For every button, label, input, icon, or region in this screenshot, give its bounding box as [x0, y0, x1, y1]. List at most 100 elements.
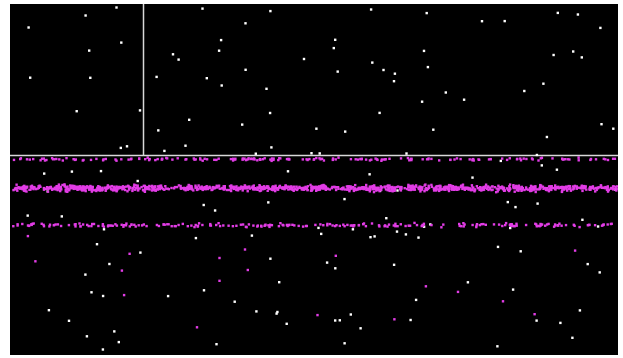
magenta-particle	[122, 188, 124, 190]
magenta-particle	[442, 223, 444, 225]
magenta-particle	[325, 188, 327, 190]
white-particle	[265, 88, 267, 90]
magenta-particle	[472, 186, 474, 188]
white-particle	[267, 201, 269, 203]
white-particle	[432, 129, 434, 131]
magenta-particle	[263, 185, 265, 187]
magenta-particle	[384, 225, 386, 227]
white-particle	[269, 258, 271, 260]
magenta-particle	[337, 188, 339, 190]
magenta-particle	[504, 189, 506, 191]
magenta-particle	[138, 224, 140, 226]
magenta-particle	[212, 186, 214, 188]
white-particle	[326, 261, 328, 263]
magenta-particle	[287, 224, 289, 226]
magenta-particle	[218, 280, 220, 282]
white-particle	[481, 20, 483, 22]
magenta-particle	[365, 225, 367, 227]
white-particle	[244, 22, 246, 24]
magenta-particle	[32, 223, 34, 225]
magenta-particle	[346, 224, 348, 226]
magenta-particle	[83, 189, 85, 191]
magenta-particle	[287, 158, 289, 160]
magenta-particle	[202, 160, 204, 162]
magenta-particle	[174, 186, 176, 188]
magenta-particle	[578, 226, 580, 228]
magenta-particle	[130, 158, 132, 160]
magenta-particle	[293, 190, 295, 192]
magenta-particle	[154, 159, 156, 161]
white-particle	[514, 206, 516, 208]
magenta-particle	[289, 188, 291, 190]
magenta-particle	[112, 225, 114, 227]
magenta-particle	[79, 225, 81, 227]
magenta-particle	[37, 185, 39, 187]
magenta-particle	[101, 187, 103, 189]
magenta-particle	[208, 186, 210, 188]
magenta-particle	[475, 225, 477, 227]
magenta-particle	[347, 185, 349, 187]
magenta-particle	[34, 260, 36, 262]
magenta-particle	[196, 326, 198, 328]
white-particle	[206, 77, 208, 79]
magenta-particle	[78, 222, 80, 224]
magenta-particle	[557, 224, 559, 226]
magenta-particle	[74, 159, 76, 161]
white-particle	[577, 13, 579, 15]
magenta-particle	[360, 187, 362, 189]
magenta-particle	[232, 159, 234, 161]
magenta-particle	[49, 224, 51, 226]
magenta-particle	[565, 224, 567, 226]
magenta-particle	[506, 159, 508, 161]
white-particle	[203, 204, 205, 206]
white-particle	[542, 83, 544, 85]
white-particle	[333, 47, 335, 49]
magenta-particle	[166, 223, 168, 225]
magenta-particle	[113, 189, 115, 191]
magenta-particle	[218, 158, 220, 160]
magenta-particle	[114, 223, 116, 225]
magenta-particle	[423, 223, 425, 225]
magenta-particle	[296, 189, 298, 191]
magenta-particle	[223, 188, 225, 190]
magenta-particle	[479, 186, 481, 188]
magenta-particle	[86, 224, 88, 226]
white-particle	[172, 53, 174, 55]
white-particle	[368, 173, 370, 175]
magenta-particle	[287, 185, 289, 187]
magenta-particle	[323, 187, 325, 189]
magenta-particle	[469, 158, 471, 160]
magenta-particle	[346, 188, 348, 190]
magenta-particle	[592, 185, 594, 187]
magenta-particle	[128, 253, 130, 255]
magenta-particle	[68, 224, 70, 226]
magenta-particle	[502, 187, 504, 189]
white-particle	[120, 41, 122, 43]
magenta-particle	[455, 186, 457, 188]
white-particle	[415, 299, 417, 301]
white-particle	[188, 119, 190, 121]
magenta-particle	[380, 160, 382, 162]
magenta-particle	[335, 186, 337, 188]
magenta-particle	[355, 158, 357, 160]
magenta-particle	[20, 186, 22, 188]
white-particle	[88, 49, 90, 51]
magenta-particle	[205, 186, 207, 188]
white-particle	[319, 152, 321, 154]
magenta-particle	[538, 225, 540, 227]
magenta-particle	[315, 157, 317, 159]
white-particle	[139, 251, 141, 253]
magenta-particle	[532, 186, 534, 188]
magenta-particle	[199, 158, 201, 160]
magenta-particle	[123, 224, 125, 226]
magenta-particle	[115, 185, 117, 187]
magenta-particle	[228, 189, 230, 191]
white-particle	[378, 112, 380, 114]
magenta-particle	[104, 187, 106, 189]
magenta-particle	[513, 225, 515, 227]
magenta-particle	[516, 189, 518, 191]
white-particle	[102, 295, 104, 297]
magenta-particle	[410, 158, 412, 160]
white-particle	[535, 319, 537, 321]
magenta-particle	[187, 225, 189, 227]
